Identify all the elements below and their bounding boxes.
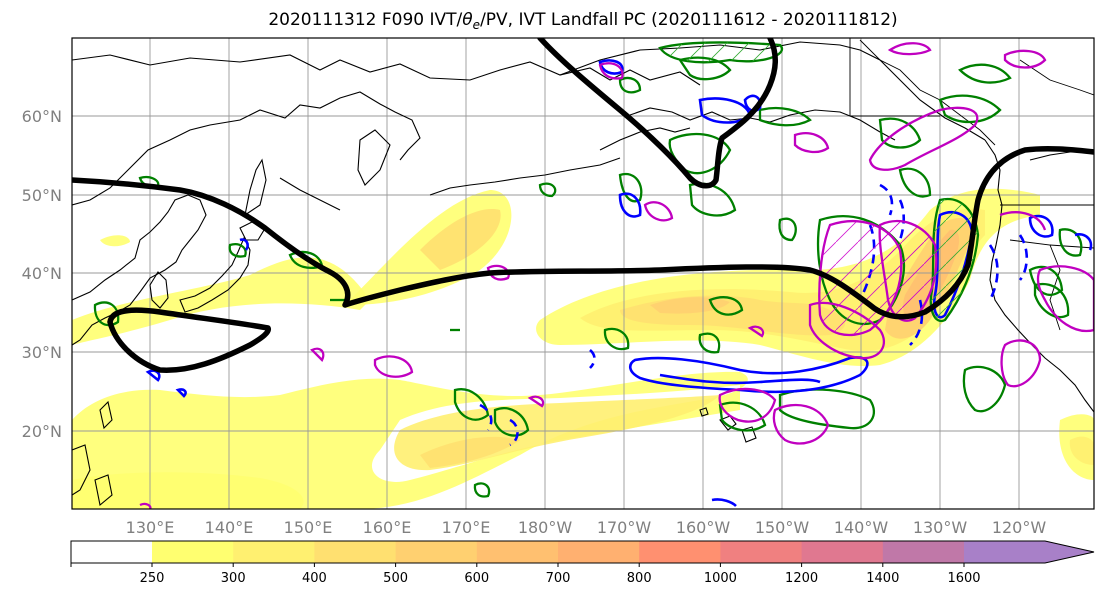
lon-label: 180°W xyxy=(518,518,573,537)
colorbar-segment xyxy=(720,541,803,563)
colorbar-segment xyxy=(233,541,315,563)
lat-labels: 60°N 50°N 40°N 30°N 20°N xyxy=(22,107,62,441)
lat-label: 40°N xyxy=(22,264,62,283)
ivt-level-300-east xyxy=(1069,436,1094,465)
map-area xyxy=(72,38,1094,509)
ivt-level-400-subtropic xyxy=(420,436,520,468)
pv-contours xyxy=(93,41,1083,498)
colorbar-segment xyxy=(558,541,640,563)
colorbar-ticks: 250 300 400 500 600 700 800 1000 1200 1400 1600 xyxy=(70,563,981,586)
ivt-anomaly-hatch-2 xyxy=(879,221,937,321)
colorbar-tick-label: 1000 xyxy=(704,571,737,586)
colorbar-segment xyxy=(964,541,1046,563)
colorbar-segment xyxy=(314,541,397,563)
colorbar-segment xyxy=(476,541,559,563)
lon-label: 170°E xyxy=(442,518,491,537)
lat-label: 30°N xyxy=(22,343,62,362)
colorbar-tick-label: 600 xyxy=(464,571,489,586)
figure-title: 2020111312 F090 IVT/θe/PV, IVT Landfall … xyxy=(268,10,897,32)
coastlines xyxy=(72,41,1094,507)
colorbar-tick-label: 700 xyxy=(546,571,571,586)
lon-label: 170°W xyxy=(597,518,652,537)
ivt-landfall-pc xyxy=(72,38,1094,373)
lon-labels: 130°E 140°E 150°E 160°E 170°E 180°W 170°… xyxy=(126,518,1047,537)
lon-label: 160°E xyxy=(363,518,412,537)
ivt-level-250-southwest xyxy=(72,472,304,509)
map-frame xyxy=(71,37,1095,510)
lat-label: 60°N xyxy=(22,107,62,126)
colorbar-tick-label: 300 xyxy=(221,571,246,586)
colorbar-outline xyxy=(70,540,1095,564)
lon-label: 130°E xyxy=(126,518,175,537)
colorbar-segment xyxy=(801,541,884,563)
lon-label: 130°W xyxy=(913,518,968,537)
lat-label: 50°N xyxy=(22,186,62,205)
lat-label: 20°N xyxy=(22,422,62,441)
colorbar-extend-max xyxy=(1045,541,1094,563)
pv-hatch xyxy=(660,42,782,63)
colorbar: 250 300 400 500 600 700 800 1000 1200 1400 1600 xyxy=(70,540,1095,586)
borders xyxy=(849,38,1094,331)
lon-label: 150°W xyxy=(755,518,810,537)
colorbar-segment xyxy=(882,541,965,563)
colorbar-segment xyxy=(152,541,234,563)
ivt-level-250-west-coast xyxy=(100,235,130,247)
colorbar-under xyxy=(71,541,152,563)
colorbar-segment xyxy=(639,541,721,563)
colorbar-segments xyxy=(152,541,1046,563)
colorbar-segment xyxy=(395,541,478,563)
lon-label: 120°W xyxy=(992,518,1047,537)
lon-label: 150°E xyxy=(284,518,333,537)
lon-label: 140°W xyxy=(834,518,889,537)
ivt-level-250-subtropic xyxy=(72,371,748,509)
ivt-level-250-west xyxy=(72,257,370,345)
colorbar-tick-label: 250 xyxy=(140,571,165,586)
colorbar-tick-label: 400 xyxy=(302,571,327,586)
colorbar-tick-label: 1600 xyxy=(947,571,980,586)
ivt-level-400-jet xyxy=(420,209,501,270)
colorbar-tick-label: 800 xyxy=(627,571,652,586)
colorbar-tick-label: 1400 xyxy=(866,571,899,586)
colorbar-tick-label: 500 xyxy=(383,571,408,586)
pv-hatch-2 xyxy=(930,199,978,321)
lon-label: 140°E xyxy=(205,518,254,537)
lon-label: 160°W xyxy=(676,518,731,537)
colorbar-tick-label: 1200 xyxy=(785,571,818,586)
